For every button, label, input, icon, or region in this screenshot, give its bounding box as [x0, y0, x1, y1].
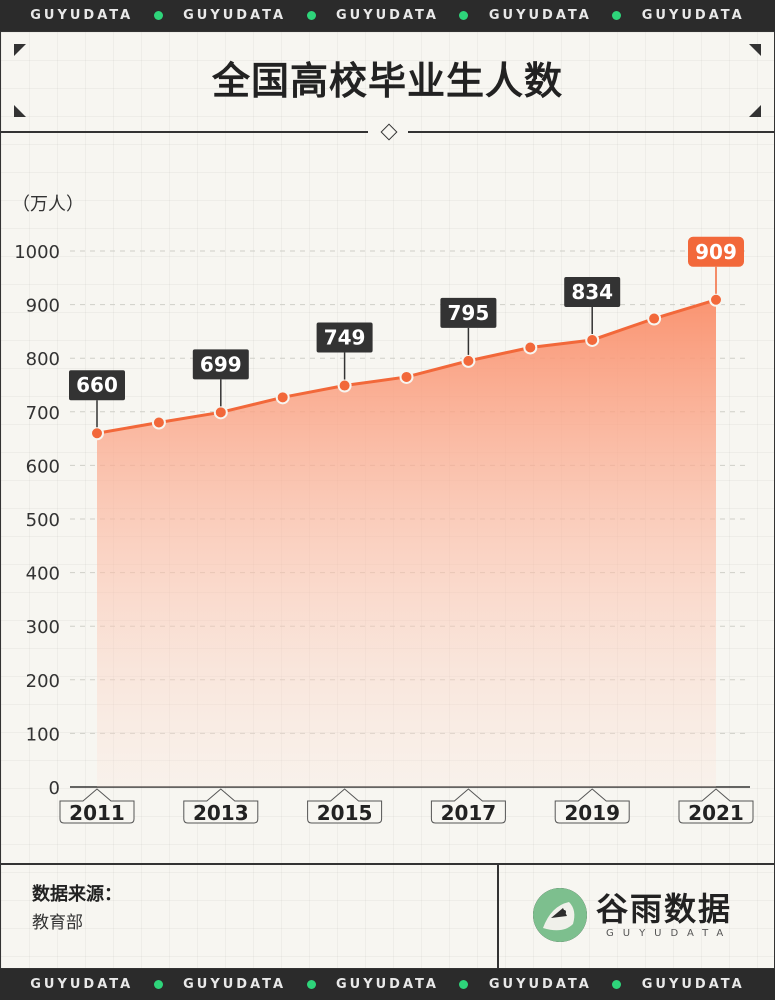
- y-tick-label: 900: [26, 296, 60, 317]
- data-label-box: [316, 322, 373, 353]
- y-tick-label: 700: [26, 403, 60, 424]
- banner-word: GUYUDATA: [335, 8, 439, 23]
- data-label-box: [440, 297, 497, 328]
- data-point: [399, 369, 414, 384]
- banner-dot-icon: [459, 980, 469, 989]
- logo-bird-icon: [533, 888, 587, 942]
- data-label: 699: [200, 352, 242, 376]
- corner-decoration: [749, 105, 761, 117]
- x-tick-label: 2017: [441, 801, 497, 825]
- data-point: [213, 405, 228, 420]
- banner-dot-icon: [612, 11, 622, 20]
- banner-word: GUYUDATA: [183, 8, 287, 23]
- x-tick-label: 2013: [193, 801, 249, 825]
- data-label-box: [69, 370, 125, 401]
- x-tick-badge: [183, 788, 259, 824]
- x-tick-badge: [554, 788, 630, 824]
- data-label: 909: [695, 240, 737, 264]
- banner-dot-icon: [459, 11, 469, 20]
- banner-dot-icon: [306, 980, 316, 989]
- data-label: 795: [448, 301, 490, 325]
- x-tick-label: 2015: [317, 801, 373, 825]
- y-tick-label: 400: [26, 564, 60, 585]
- banner-word: GUYUDATA: [641, 8, 745, 23]
- title-divider: [408, 131, 775, 133]
- corner-decoration: [14, 105, 26, 117]
- y-tick-label: 0: [49, 778, 60, 799]
- source-value: 教育部: [32, 913, 83, 933]
- y-tick-label: 200: [26, 671, 60, 692]
- banner-word: GUYUDATA: [488, 977, 592, 992]
- banner-dot-icon: [306, 11, 316, 20]
- y-axis-unit: （万人）: [12, 194, 84, 215]
- data-point: [523, 340, 538, 355]
- banner-word: GUYUDATA: [488, 8, 592, 23]
- banner-dot-icon: [153, 980, 163, 989]
- y-tick-label: 1000: [14, 242, 60, 263]
- data-label-box: [192, 349, 249, 380]
- title-divider: [0, 131, 368, 133]
- data-point: [585, 332, 600, 347]
- bottom-banner: GUYUDATA GUYUDATA GUYUDATA GUYUDATA GUYU…: [0, 969, 775, 1000]
- x-tick-badge: [678, 788, 754, 824]
- data-point: [337, 378, 352, 393]
- banner-word: GUYUDATA: [30, 977, 134, 992]
- corner-decoration: [749, 44, 761, 56]
- banner-dot-icon: [612, 980, 622, 989]
- x-tick-badge: [59, 788, 135, 824]
- y-tick-label: 100: [26, 724, 60, 745]
- data-label: 749: [324, 326, 366, 350]
- top-banner: GUYUDATA GUYUDATA GUYUDATA GUYUDATA GUYU…: [0, 0, 775, 31]
- banner-word: GUYUDATA: [30, 8, 134, 23]
- source-label: 数据来源：: [32, 884, 122, 905]
- x-tick-badge: [307, 788, 383, 824]
- footer-divider: [497, 863, 499, 969]
- data-point: [90, 426, 104, 441]
- page-title: 全国高校毕业生人数: [211, 59, 563, 103]
- data-point: [647, 311, 662, 326]
- y-tick-label: 500: [26, 510, 60, 531]
- y-tick-label: 600: [26, 456, 60, 477]
- banner-word: GUYUDATA: [183, 977, 287, 992]
- data-label-box: [688, 236, 744, 267]
- y-tick-label: 800: [26, 349, 60, 370]
- data-point: [275, 390, 290, 405]
- area-fill: [97, 299, 716, 787]
- banner-dot-icon: [153, 11, 163, 20]
- data-label: 660: [76, 373, 118, 397]
- x-tick-badge: [430, 788, 506, 824]
- corner-decoration: [14, 44, 26, 56]
- logo-subtext: GUYUDATA: [606, 928, 733, 939]
- banner-word: GUYUDATA: [641, 977, 745, 992]
- footer-divider: [0, 863, 775, 865]
- x-tick-label: 2011: [69, 801, 125, 825]
- x-tick-label: 2019: [564, 801, 620, 825]
- data-point: [709, 292, 723, 307]
- data-point: [461, 353, 476, 368]
- banner-word: GUYUDATA: [335, 977, 439, 992]
- y-tick-label: 300: [26, 617, 60, 638]
- data-label: 834: [571, 280, 613, 304]
- logo-text: 谷雨数据: [596, 890, 733, 928]
- data-label-box: [564, 276, 621, 307]
- data-point: [151, 415, 166, 430]
- x-tick-label: 2021: [688, 801, 744, 825]
